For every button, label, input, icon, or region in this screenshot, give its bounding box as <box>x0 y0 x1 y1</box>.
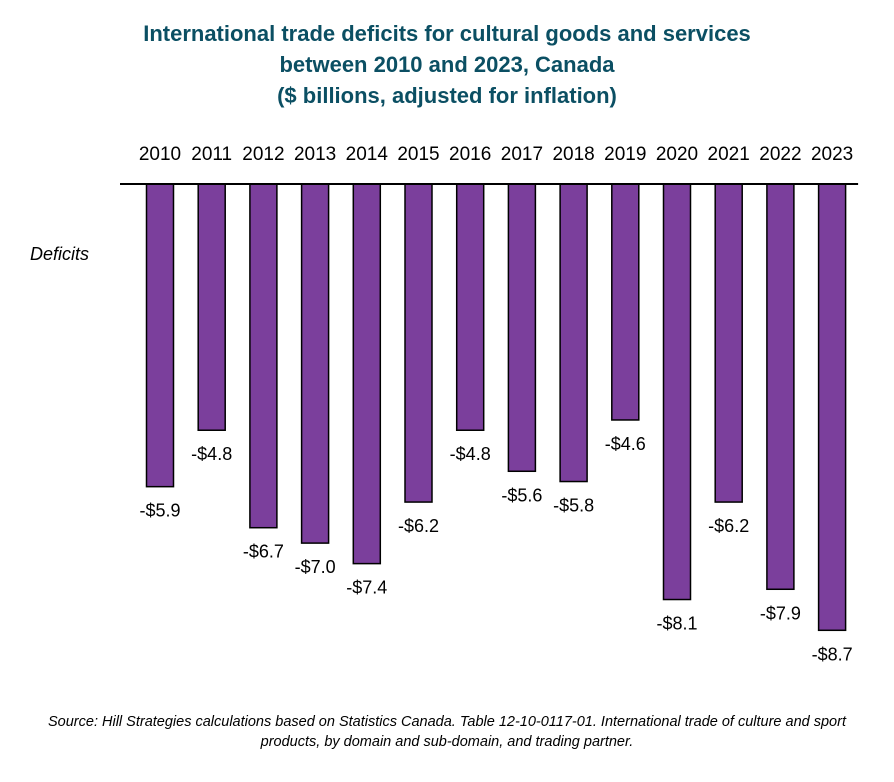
x-tick-label: 2022 <box>759 144 801 165</box>
x-tick-label: 2011 <box>191 144 232 165</box>
x-tick-label: 2014 <box>346 144 389 165</box>
data-label: -$7.9 <box>760 603 801 623</box>
bar-2015 <box>404 183 433 503</box>
bar-2022 <box>766 183 795 591</box>
data-label: -$6.7 <box>243 542 284 562</box>
data-label: -$5.6 <box>501 485 542 505</box>
x-tick-label: 2020 <box>656 144 698 165</box>
data-label: -$6.2 <box>398 516 439 536</box>
data-label: -$5.8 <box>553 496 594 516</box>
x-tick-label: 2016 <box>449 144 491 165</box>
x-tick-label: 2017 <box>501 144 543 165</box>
bar-2019 <box>611 183 640 421</box>
bar-chart: Deficits 2010 -$5.9 2011 -$4.8 2012 -$6.7 2013 -… <box>30 144 859 664</box>
data-label: -$4.8 <box>191 444 232 464</box>
data-label: -$6.2 <box>708 516 749 536</box>
bar-2018 <box>559 183 588 483</box>
x-tick-label: 2019 <box>604 144 646 165</box>
bar-2011 <box>197 183 226 431</box>
x-tick-label: 2015 <box>397 144 439 165</box>
title-line-3: ($ billions, adjusted for inflation) <box>277 83 617 108</box>
bar-2021 <box>714 183 743 503</box>
data-label: -$4.6 <box>605 434 646 454</box>
data-label: -$7.0 <box>295 557 336 577</box>
data-label: -$8.1 <box>656 614 697 634</box>
data-label: -$4.8 <box>450 444 491 464</box>
deficits-annotation: Deficits <box>30 244 89 264</box>
x-tick-label: 2023 <box>811 144 853 165</box>
source-note: Source: Hill Strategies calculations bas… <box>48 714 846 750</box>
data-label: -$8.7 <box>812 644 853 664</box>
bar-2014 <box>352 183 382 565</box>
bar-2012 <box>249 183 278 529</box>
title-line-2: between 2010 and 2023, Canada <box>279 52 615 77</box>
data-label: -$7.4 <box>346 578 387 598</box>
x-tick-label: 2018 <box>552 144 594 165</box>
bar-2020 <box>662 183 692 601</box>
x-tick-label: 2010 <box>139 144 181 165</box>
bar-2013 <box>300 183 330 544</box>
bar-2010 <box>145 183 175 488</box>
x-tick-label: 2021 <box>708 144 750 165</box>
bar-2017 <box>507 183 537 473</box>
bar-2016 <box>455 183 485 431</box>
chart-title: International trade deficits for cultura… <box>0 18 894 111</box>
bar-2023 <box>817 183 847 632</box>
title-line-1: International trade deficits for cultura… <box>143 21 751 46</box>
data-label: -$5.9 <box>139 501 180 521</box>
x-tick-label: 2012 <box>242 144 284 165</box>
x-tick-label: 2013 <box>294 144 336 165</box>
